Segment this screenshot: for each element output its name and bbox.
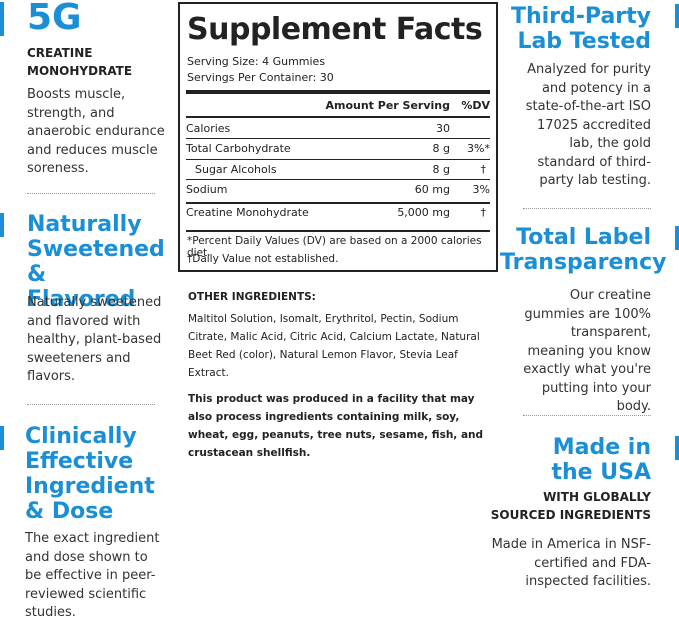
footnote: *Percent Daily Values (DV) are based on … (187, 235, 482, 259)
nutrient-dv: † (480, 163, 487, 176)
nutrient-name: Calories (186, 122, 231, 135)
heading: Total Label Transparency (500, 225, 667, 275)
body-text: Analyzed for purity and potency in a sta… (525, 62, 651, 188)
nutrient-amount: 30 (436, 122, 450, 135)
nutrient-dv: † (480, 206, 487, 219)
accent-bar (675, 4, 679, 28)
rule (186, 138, 490, 139)
rule (186, 90, 490, 94)
divider (523, 415, 651, 416)
heading: 5G (27, 0, 82, 38)
nutrient-amount: 60 mg (414, 183, 450, 196)
nutrient-dv: 3%* (467, 142, 490, 155)
body-text: Naturally sweetened and flavored with he… (27, 295, 162, 384)
body-text: Boosts muscle, strength, and anaerobic e… (27, 87, 165, 176)
heading: Third-Party Lab Tested (510, 4, 651, 54)
body-text: Made in America in NSF-certified and FDA… (491, 537, 651, 589)
accent-bar (0, 426, 4, 450)
divider (523, 208, 651, 209)
serving-size: Serving Size: 4 Gummies (187, 55, 326, 68)
accent-bar (0, 213, 4, 237)
nutrient-amount: 8 g (432, 142, 450, 155)
nutrient-name: Creatine Monohydrate (186, 206, 309, 219)
allergen-statement: This product was produced in a facility … (188, 393, 484, 459)
heading: Clinically Effective Ingredient & Dose (25, 424, 155, 524)
footnote: †Daily Value not established. (187, 253, 339, 265)
accent-bar (0, 2, 4, 36)
header-dv: %DV (461, 99, 490, 112)
other-ingredients-heading: OTHER INGREDIENTS: (188, 291, 316, 303)
rule (186, 179, 490, 180)
body-text: The exact ingredient and dose shown to b… (25, 531, 160, 620)
body-text: Our creatine gummies are 100% transparen… (523, 288, 651, 414)
nutrient-name: Sugar Alcohols (195, 163, 277, 176)
subheading: CREATINE MONOHYDRATE (27, 46, 133, 78)
nutrient-dv: 3% (472, 183, 490, 196)
heading: Made in the USA (551, 435, 652, 485)
servings-per-container: Servings Per Container: 30 (187, 71, 334, 84)
subheading: WITH GLOBALLY SOURCED INGREDIENTS (490, 490, 651, 522)
accent-bar (675, 226, 679, 250)
accent-bar (675, 436, 679, 460)
header-amount: Amount Per Serving (325, 99, 450, 112)
supplement-facts: Supplement Facts Serving Size: 4 Gummies… (178, 2, 498, 272)
other-ingredients: Maltitol Solution, Isomalt, Erythritol, … (188, 313, 480, 379)
rule (186, 116, 490, 118)
nutrient-name: Total Carbohydrate (186, 142, 291, 155)
facts-title: Supplement Facts (187, 12, 483, 47)
divider (27, 193, 155, 194)
nutrient-amount: 5,000 mg (397, 206, 450, 219)
nutrient-amount: 8 g (432, 163, 450, 176)
rule (186, 230, 490, 232)
divider (27, 404, 155, 405)
rule (186, 159, 490, 160)
rule (186, 202, 490, 204)
heading: Naturally Sweetened & Flavored (27, 212, 165, 312)
nutrient-name: Sodium (186, 183, 228, 196)
